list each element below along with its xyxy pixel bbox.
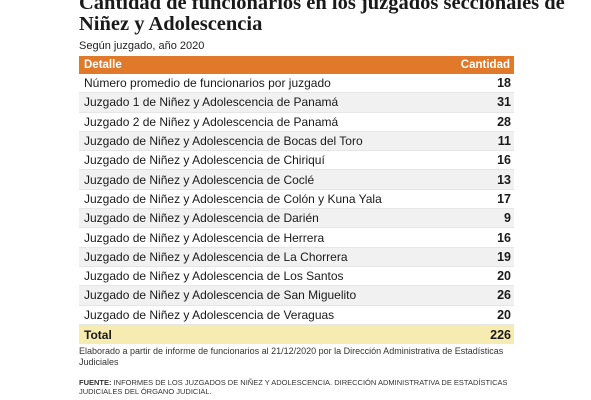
row-value: 20 [497,269,511,284]
table-header: Detalle Cantidad [79,56,514,74]
row-value: 9 [504,211,511,226]
row-label: Juzgado de Niñez y Adolescencia de Verag… [84,307,335,322]
table-row: Juzgado de Niñez y Adolescencia de Los S… [79,267,514,287]
source-text: INFORMES DE LOS JUZGADOS DE NIÑEZ Y ADOL… [79,378,508,396]
row-value: 16 [497,230,511,245]
table-row: Juzgado de Niñez y Adolescencia de San M… [79,286,514,306]
row-label: Juzgado de Niñez y Adolescencia de Coclé [84,172,315,187]
row-label: Juzgado 2 de Niñez y Adolescencia de Pan… [84,114,339,129]
table-row: Juzgado de Niñez y Adolescencia de Coclé… [79,170,514,190]
row-label: Juzgado 1 de Niñez y Adolescencia de Pan… [84,95,339,110]
chart-title: Cantidad de funcionarios en los juzgados… [79,0,565,35]
row-value: 17 [497,191,511,206]
table-row: Juzgado de Niñez y Adolescencia de Darié… [79,209,514,229]
table-row: Juzgado de Niñez y Adolescencia de Colón… [79,190,514,210]
row-label: Juzgado de Niñez y Adolescencia de Chiri… [84,153,325,168]
table-row: Juzgado 2 de Niñez y Adolescencia de Pan… [79,113,514,132]
source-label: FUENTE: [79,378,112,387]
table-total-row: Total 226 [79,324,514,345]
row-label: Juzgado de Niñez y Adolescencia de Herre… [84,230,325,245]
column-header-detalle: Detalle [84,59,122,71]
row-label: Juzgado de Niñez y Adolescencia de Darié… [84,211,319,226]
row-label: Juzgado de Niñez y Adolescencia de Bocas… [84,134,363,149]
source-note: FUENTE: INFORMES DE LOS JUZGADOS DE NIÑE… [79,378,509,396]
row-value: 20 [497,307,511,322]
row-value: 31 [497,95,511,110]
row-label: Juzgado de Niñez y Adolescencia de Colón… [84,191,382,206]
table-row: Juzgado de Niñez y Adolescencia de Verag… [79,306,514,325]
table-row: Juzgado de Niñez y Adolescencia de Herre… [79,228,514,248]
chart-subtitle: Según juzgado, año 2020 [79,40,205,52]
row-value: 13 [497,172,511,187]
row-value: 18 [497,76,511,91]
row-value: 19 [497,249,511,264]
table-row: Juzgado 1 de Niñez y Adolescencia de Pan… [79,93,514,113]
row-value: 11 [497,134,511,149]
total-value: 226 [490,327,511,342]
data-table: Detalle Cantidad Número promedio de func… [79,56,514,345]
row-value: 28 [497,114,511,129]
table-row: Juzgado de Niñez y Adolescencia de Bocas… [79,131,514,152]
row-label: Número promedio de funcionarios por juzg… [84,76,331,91]
row-value: 16 [497,153,511,168]
column-header-cantidad: Cantidad [460,59,510,71]
footnote: Elaborado a partir de informe de funcion… [79,346,504,367]
row-label: Juzgado de Niñez y Adolescencia de La Ch… [84,249,348,264]
table-body: Número promedio de funcionarios por juzg… [79,74,514,325]
table-row: Juzgado de Niñez y Adolescencia de La Ch… [79,247,514,267]
table-row: Juzgado de Niñez y Adolescencia de Chiri… [79,151,514,171]
table-row: Número promedio de funcionarios por juzg… [79,74,514,94]
row-value: 26 [497,288,511,303]
row-label: Juzgado de Niñez y Adolescencia de San M… [84,288,357,303]
total-label: Total [84,327,112,342]
row-label: Juzgado de Niñez y Adolescencia de Los S… [84,269,344,284]
